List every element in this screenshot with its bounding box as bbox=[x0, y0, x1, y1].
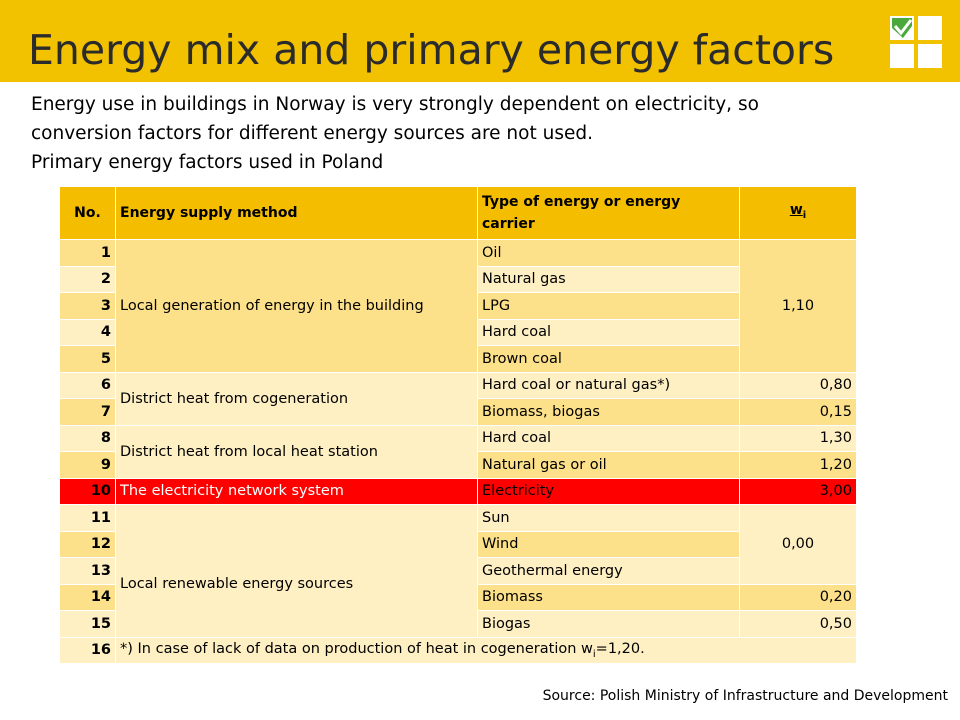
footnote-cell: *) In case of lack of data on production… bbox=[115, 636, 857, 664]
row-number: 8 bbox=[59, 424, 116, 452]
row-number: 16 bbox=[59, 636, 116, 664]
carrier-cell: Brown coal bbox=[477, 345, 740, 373]
table-row: 8 District heat from local heat station … bbox=[59, 424, 857, 479]
factor-cell: 0,15 bbox=[739, 398, 857, 426]
table-row: 15 Biogas 0,50 bbox=[59, 610, 857, 638]
row-number: 1 bbox=[59, 239, 116, 267]
row-number: 13 bbox=[59, 557, 116, 585]
carrier-cell: Hard coal or natural gas*) bbox=[477, 371, 740, 399]
row-number: 2 bbox=[59, 265, 116, 293]
row-number: 10 bbox=[59, 477, 116, 505]
header-carrier: Type of energy or energy carrier bbox=[477, 186, 740, 240]
carrier-cell: Geothermal energy bbox=[477, 557, 740, 585]
table-row-footnote: 16 *) In case of lack of data on product… bbox=[59, 636, 857, 664]
table-row-highlighted: 10 The electricity network system Electr… bbox=[59, 477, 857, 505]
method-cell-network: The electricity network system bbox=[115, 477, 478, 505]
carrier-cell: Natural gas bbox=[477, 265, 740, 293]
factor-cell: 0,50 bbox=[739, 610, 857, 638]
table-row: 1 Local generation of energy in the buil… bbox=[59, 239, 857, 373]
factor-cell: 3,00 bbox=[739, 477, 857, 505]
header-w: wi bbox=[739, 186, 857, 240]
carrier-cell: Biogas bbox=[477, 610, 740, 638]
row-number: 15 bbox=[59, 610, 116, 638]
table-row: 13 Geothermal energy bbox=[59, 557, 857, 585]
table-row: 3 LPG bbox=[59, 292, 857, 320]
row-number: 3 bbox=[59, 292, 116, 320]
carrier-cell: Sun bbox=[477, 504, 740, 532]
factor-cell: 0,00 bbox=[739, 504, 857, 585]
table-row: 9 Natural gas or oil 1,20 bbox=[59, 451, 857, 479]
method-cell-renewable: Local renewable energy sources bbox=[115, 504, 478, 638]
page-title: Energy mix and primary energy factors bbox=[28, 26, 835, 74]
carrier-cell: Hard coal bbox=[477, 318, 740, 346]
carrier-cell: Natural gas or oil bbox=[477, 451, 740, 479]
primary-energy-factors-table: No. Energy supply method Type of energy … bbox=[59, 186, 857, 664]
header-method: Energy supply method bbox=[115, 186, 478, 240]
table-header-row: No. Energy supply method Type of energy … bbox=[59, 186, 857, 240]
header-w-subscript: i bbox=[802, 209, 807, 221]
title-bar: Energy mix and primary energy factors bbox=[0, 0, 960, 82]
intro-line-1: Energy use in buildings in Norway is ver… bbox=[31, 94, 759, 115]
factor-cell: 1,10 bbox=[739, 239, 857, 373]
table-row: 6 District heat from cogeneration Hard c… bbox=[59, 371, 857, 426]
factor-cell: 1,20 bbox=[739, 451, 857, 479]
intro-text: Energy use in buildings in Norway is ver… bbox=[31, 90, 931, 177]
carrier-cell: Wind bbox=[477, 530, 740, 558]
carrier-cell: Biomass, biogas bbox=[477, 398, 740, 426]
logo-icon bbox=[890, 16, 942, 68]
table-row: 4 Hard coal bbox=[59, 318, 857, 346]
row-number: 14 bbox=[59, 583, 116, 611]
factor-cell: 0,80 bbox=[739, 371, 857, 399]
source-note: Source: Polish Ministry of Infrastructur… bbox=[542, 688, 948, 704]
table-row: 2 Natural gas bbox=[59, 265, 857, 293]
row-number: 6 bbox=[59, 371, 116, 399]
method-cell-cogeneration: District heat from cogeneration bbox=[115, 371, 478, 426]
header-no: No. bbox=[59, 186, 116, 240]
method-cell-heat-station: District heat from local heat station bbox=[115, 424, 478, 479]
factor-cell: 1,30 bbox=[739, 424, 857, 452]
carrier-cell: Oil bbox=[477, 239, 740, 267]
carrier-cell: LPG bbox=[477, 292, 740, 320]
row-number: 11 bbox=[59, 504, 116, 532]
factor-cell: 0,20 bbox=[739, 583, 857, 611]
row-number: 4 bbox=[59, 318, 116, 346]
carrier-cell: Hard coal bbox=[477, 424, 740, 452]
method-cell-local-generation: Local generation of energy in the buildi… bbox=[115, 239, 478, 373]
table-row: 5 Brown coal bbox=[59, 345, 857, 373]
row-number: 12 bbox=[59, 530, 116, 558]
row-number: 9 bbox=[59, 451, 116, 479]
intro-line-2: conversion factors for different energy … bbox=[31, 123, 593, 144]
table-row: 12 Wind bbox=[59, 530, 857, 558]
row-number: 5 bbox=[59, 345, 116, 373]
carrier-cell: Biomass bbox=[477, 583, 740, 611]
intro-line-3: Primary energy factors used in Poland bbox=[31, 152, 384, 173]
table-row: 11 Local renewable energy sources Sun 0,… bbox=[59, 504, 857, 638]
row-number: 7 bbox=[59, 398, 116, 426]
carrier-cell: Electricity bbox=[477, 477, 740, 505]
